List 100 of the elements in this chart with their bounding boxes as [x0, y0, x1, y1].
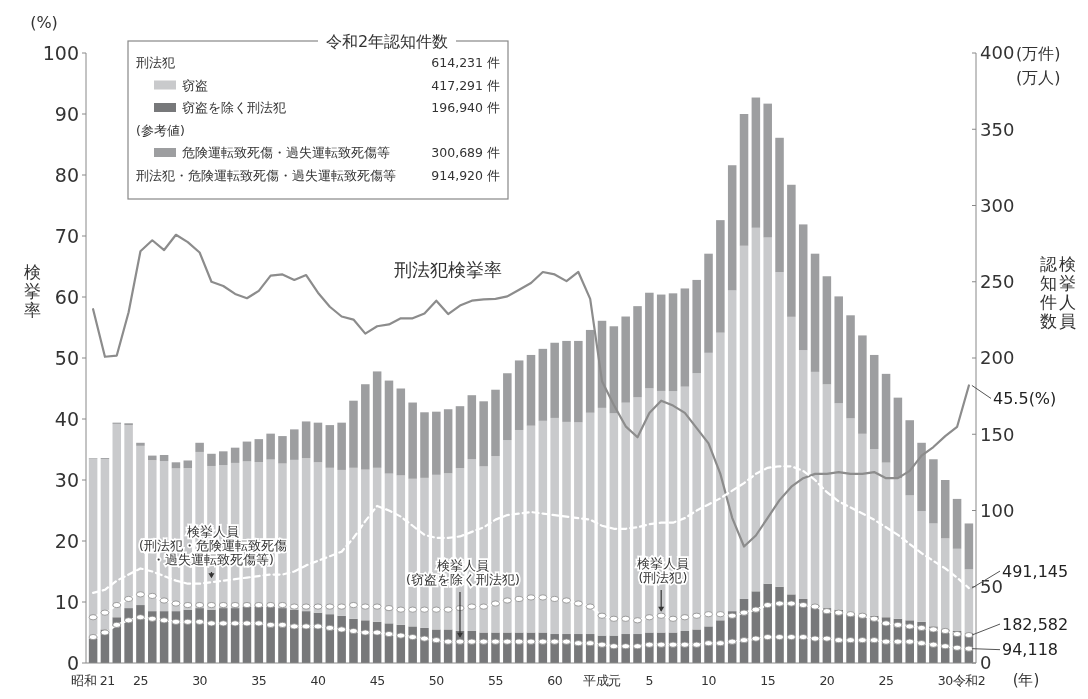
bar [408, 402, 417, 479]
x-tick-label: 令和2 [952, 673, 986, 688]
legend-title: 令和2年認知件数 [325, 31, 449, 51]
annotation: (参考値) [136, 122, 185, 138]
bar [313, 422, 323, 463]
data-label: 45.5(%) [993, 389, 1057, 409]
annotation: 196,940 件 [431, 100, 500, 116]
bar [668, 293, 678, 392]
bar [538, 348, 548, 421]
bar [230, 447, 240, 463]
bar [822, 276, 832, 385]
bar [574, 422, 583, 635]
bar [775, 272, 784, 587]
bar [361, 384, 370, 470]
y2-tick-label: 0 [980, 652, 992, 674]
y-tick-label: 70 [54, 224, 79, 247]
bar [290, 429, 299, 460]
bar [585, 412, 595, 635]
bar [384, 380, 394, 474]
x-tick-label: 15 [760, 673, 776, 688]
bar [621, 316, 630, 403]
bar [739, 114, 749, 246]
x-tick-label: 40 [310, 673, 326, 688]
bar [301, 421, 311, 459]
x-tick-label: 30 [192, 673, 208, 688]
annotation: 刑法犯・危険運転致死傷・過失運転致死傷等 [136, 167, 396, 183]
bar [183, 460, 193, 469]
bar [645, 292, 654, 389]
bar [171, 462, 181, 469]
bar [349, 400, 358, 468]
y-tick-label: 100 [42, 41, 79, 64]
y-tick-label: 30 [54, 468, 79, 491]
bar [739, 245, 749, 599]
y-tick-label: 60 [54, 285, 79, 308]
bar [550, 417, 559, 635]
y-tick-label: 50 [54, 346, 79, 369]
bar [834, 296, 843, 404]
bar [893, 478, 903, 619]
bar [432, 411, 441, 475]
bar [716, 220, 725, 333]
y-tick-label: 10 [54, 590, 79, 613]
y-tick-label: 20 [54, 529, 79, 552]
bar [798, 224, 808, 351]
bar [562, 340, 571, 422]
annotation: 300,689 件 [431, 145, 500, 161]
annotation: 914,920 件 [431, 167, 500, 183]
y-tick-label: 80 [54, 163, 79, 186]
bar [716, 332, 725, 621]
y2-tick-label: 150 [980, 423, 1015, 445]
bar [290, 459, 299, 610]
bar [148, 455, 157, 461]
y-axis-title: 検挙率 [23, 262, 41, 320]
x-tick-label: 5 [645, 673, 654, 688]
bar [514, 429, 524, 633]
bar [301, 458, 311, 612]
bar [337, 422, 346, 470]
bar [692, 373, 701, 630]
bar [917, 442, 926, 512]
annotation: 182,582 [1002, 614, 1069, 634]
bar [526, 425, 536, 633]
bar [136, 605, 145, 663]
bar [763, 237, 772, 584]
x-tick-label: 20 [819, 673, 835, 688]
y2-tick-label: 100 [980, 499, 1015, 521]
x-tick-label: 平成元 [583, 673, 622, 688]
bar [112, 423, 122, 618]
bar [574, 340, 583, 423]
series-label: 検挙人員(刑法犯・危険運転致死傷・過失運転致死傷等) [139, 524, 287, 567]
bar [148, 611, 157, 663]
text: 検挙人員(窃盗を除く刑法犯) [406, 558, 520, 587]
bar [952, 498, 962, 549]
bar [396, 475, 406, 625]
bar [787, 184, 796, 317]
bar [384, 473, 394, 624]
x-tick-label: 30 [937, 673, 954, 688]
bar [372, 371, 382, 468]
text: (%) [30, 13, 58, 32]
x-tick-label: 25 [878, 673, 894, 688]
bar [254, 439, 264, 463]
y-tick-label: 90 [54, 102, 79, 125]
legend-label: 危険運転致死傷・過失運転致死傷等 [182, 145, 390, 161]
bar [940, 480, 950, 539]
annotation: 614,231 件 [431, 55, 500, 71]
bar [692, 279, 701, 374]
bar [787, 316, 796, 595]
bar [207, 453, 216, 466]
bar [633, 306, 642, 398]
bar [514, 360, 524, 430]
bar [775, 137, 784, 273]
bar [550, 342, 559, 418]
bar [929, 459, 938, 524]
bar [763, 103, 772, 238]
bar [372, 467, 382, 622]
bar [491, 389, 500, 457]
y2-tick-label: 350 [980, 118, 1015, 140]
x-tick-label: 60 [547, 673, 563, 688]
bar [704, 352, 713, 627]
bar [751, 97, 761, 228]
bar [420, 412, 429, 478]
bar [964, 523, 974, 570]
